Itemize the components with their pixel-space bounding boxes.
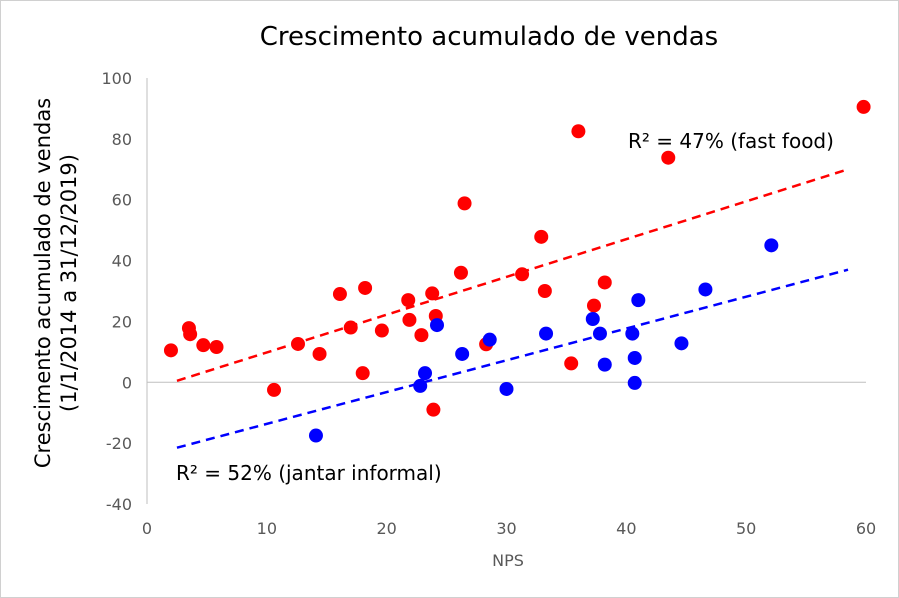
y-tick-label: -20 bbox=[106, 434, 132, 453]
y-tick-label: 60 bbox=[112, 191, 132, 210]
y-tick-label: 20 bbox=[112, 312, 132, 331]
point-fast-food bbox=[332, 287, 347, 302]
y-tick-label: -40 bbox=[106, 495, 132, 514]
y-tick-label: 40 bbox=[112, 252, 132, 271]
point-fast-food bbox=[537, 284, 552, 298]
x-axis-title: NPS bbox=[492, 551, 524, 570]
point-jantar-informal bbox=[308, 428, 323, 443]
point-jantar-informal bbox=[482, 332, 497, 347]
point-fast-food bbox=[661, 150, 676, 165]
trendline-jantar-informal bbox=[176, 268, 849, 449]
point-fast-food bbox=[457, 196, 472, 211]
point-fast-food bbox=[402, 312, 417, 327]
point-fast-food bbox=[267, 382, 282, 397]
point-jantar-informal bbox=[631, 293, 646, 308]
point-fast-food bbox=[209, 339, 224, 354]
x-tick-label: 20 bbox=[376, 519, 396, 538]
point-fast-food bbox=[312, 346, 327, 361]
point-fast-food bbox=[401, 293, 416, 308]
point-fast-food bbox=[426, 402, 441, 417]
x-tick-label: 0 bbox=[142, 519, 152, 538]
point-fast-food bbox=[163, 343, 178, 358]
point-fast-food bbox=[571, 124, 586, 139]
x-tick-label: 50 bbox=[736, 519, 756, 538]
r2-annotation-jantar-informal: R² = 52% (jantar informal) bbox=[176, 461, 442, 485]
y-tick-label: 100 bbox=[101, 69, 132, 88]
point-fast-food bbox=[183, 327, 198, 342]
x-tick-label: 10 bbox=[257, 519, 277, 538]
point-fast-food bbox=[355, 366, 370, 381]
chart-title: Crescimento acumulado de vendas bbox=[260, 22, 718, 52]
y-tick-label: 0 bbox=[122, 373, 132, 392]
point-jantar-informal bbox=[627, 375, 642, 390]
y-axis-title: Crescimento acumulado de vendas (1/1/201… bbox=[31, 98, 81, 468]
point-jantar-informal bbox=[455, 346, 470, 361]
tick-labels: -40 -20 0 20 40 60 80 100 0 10 20 30 40 50 60 bbox=[101, 69, 876, 538]
point-fast-food bbox=[196, 338, 211, 353]
point-jantar-informal bbox=[539, 326, 554, 341]
y-axis-title-line-2: (1/1/2014 a 31/12/2019) bbox=[57, 154, 81, 412]
point-jantar-informal bbox=[698, 282, 713, 297]
point-jantar-informal bbox=[585, 311, 600, 326]
trendlines bbox=[176, 168, 849, 449]
point-fast-food bbox=[856, 99, 871, 114]
point-fast-food bbox=[374, 323, 389, 338]
point-fast-food bbox=[564, 356, 579, 371]
point-jantar-informal bbox=[413, 378, 428, 393]
y-axis-title-line-1: Crescimento acumulado de vendas bbox=[31, 98, 55, 468]
x-tick-label: 30 bbox=[496, 519, 516, 538]
trendline-fast-food bbox=[176, 168, 849, 382]
point-jantar-informal bbox=[597, 357, 612, 372]
point-fast-food bbox=[597, 275, 612, 290]
point-jantar-informal bbox=[418, 366, 433, 381]
point-fast-food bbox=[425, 286, 440, 301]
point-jantar-informal bbox=[627, 350, 642, 365]
x-tick-label: 40 bbox=[616, 519, 636, 538]
point-fast-food bbox=[453, 265, 468, 280]
point-jantar-informal bbox=[592, 326, 607, 341]
point-fast-food bbox=[343, 320, 358, 335]
data-points bbox=[163, 99, 871, 443]
point-fast-food bbox=[358, 280, 373, 295]
point-jantar-informal bbox=[625, 326, 640, 341]
point-fast-food bbox=[414, 328, 429, 343]
point-fast-food bbox=[290, 336, 305, 351]
point-jantar-informal bbox=[429, 318, 444, 333]
r2-annotation-fast-food: R² = 47% (fast food) bbox=[628, 129, 834, 153]
point-jantar-informal bbox=[674, 336, 689, 351]
point-fast-food bbox=[534, 229, 549, 244]
point-fast-food bbox=[586, 298, 601, 313]
x-tick-label: 60 bbox=[856, 519, 876, 538]
point-jantar-informal bbox=[764, 238, 779, 253]
point-fast-food bbox=[515, 267, 530, 282]
point-jantar-informal bbox=[499, 381, 514, 396]
y-tick-label: 80 bbox=[112, 130, 132, 149]
